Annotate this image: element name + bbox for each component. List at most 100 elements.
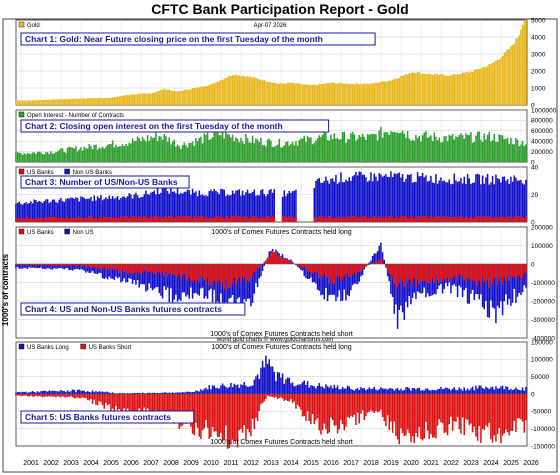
us-banks-net-bar xyxy=(148,264,151,272)
us-banks-net-bar xyxy=(86,264,89,267)
us-banks-long-bar xyxy=(346,385,349,394)
open-interest-bar xyxy=(198,137,201,162)
non-us-net-bar xyxy=(498,264,501,308)
price-bar xyxy=(55,99,57,105)
us-banks-long-bar xyxy=(170,393,172,394)
non-us-banks-bar xyxy=(80,196,82,222)
us-banks-bar xyxy=(513,216,516,222)
us-banks-long-bar xyxy=(233,383,236,394)
us-banks-short-bar xyxy=(158,394,161,412)
us-banks-bar xyxy=(398,217,401,222)
non-us-net-bar xyxy=(373,253,376,264)
us-banks-long-bar xyxy=(41,391,44,394)
non-us-net-bar xyxy=(391,264,394,297)
non-us-banks-bar xyxy=(333,181,336,222)
non-us-banks-bar xyxy=(508,183,511,222)
us-banks-long-bar xyxy=(485,386,487,394)
non-us-banks-bar xyxy=(386,176,389,222)
price-bar xyxy=(243,76,246,105)
us-banks-short-bar xyxy=(396,394,399,440)
open-interest-bar xyxy=(400,132,402,162)
legend-label: US Banks xyxy=(27,170,54,176)
us-banks-long-bar xyxy=(445,387,447,394)
us-banks-short-bar xyxy=(71,394,74,398)
us-banks-net-bar xyxy=(191,264,194,283)
us-banks-long-bar xyxy=(348,386,351,394)
open-interest-bar xyxy=(520,144,522,162)
us-banks-short-bar xyxy=(23,394,26,396)
chart-1-title: Chart 1: Gold: Near Future closing price… xyxy=(25,34,323,44)
non-us-banks-bar xyxy=(268,190,271,222)
us-banks-net-bar xyxy=(118,264,121,273)
us-banks-net-bar xyxy=(61,264,64,266)
us-banks-short-bar xyxy=(301,394,304,417)
open-interest-bar xyxy=(321,134,324,162)
open-interest-bar xyxy=(216,129,219,162)
non-us-net-bar xyxy=(243,264,246,300)
price-bar xyxy=(380,82,382,105)
non-us-banks-bar xyxy=(90,196,92,222)
open-interest-bar xyxy=(38,151,41,162)
price-bar xyxy=(525,19,527,105)
price-bar xyxy=(426,74,429,105)
us-banks-net-bar xyxy=(23,264,26,265)
us-banks-bar xyxy=(88,216,91,222)
us-banks-bar xyxy=(76,217,79,222)
us-banks-long-bar xyxy=(375,389,377,394)
caption-short: 1000's of Comex Futures Contracts held s… xyxy=(210,439,353,446)
us-banks-short-bar xyxy=(220,394,222,433)
us-banks-bar xyxy=(123,216,126,222)
open-interest-bar xyxy=(113,147,116,162)
us-banks-net-bar xyxy=(393,264,396,284)
us-banks-bar xyxy=(136,217,139,222)
us-banks-long-bar xyxy=(503,389,506,394)
non-us-net-bar xyxy=(238,264,241,298)
price-bar xyxy=(400,76,402,105)
open-interest-bar xyxy=(311,144,314,162)
us-banks-short-bar xyxy=(291,394,294,403)
non-us-banks-bar xyxy=(20,203,22,222)
price-bar xyxy=(356,83,359,105)
us-banks-bar xyxy=(220,216,222,222)
non-us-banks-bar xyxy=(55,202,57,222)
x-tick-label: 2014 xyxy=(283,460,299,467)
price-bar xyxy=(173,90,176,105)
price-bar xyxy=(303,84,306,105)
us-banks-long-bar xyxy=(385,388,387,394)
us-banks-long-bar xyxy=(423,390,426,394)
us-banks-short-bar xyxy=(421,394,424,441)
us-banks-long-bar xyxy=(518,390,521,394)
us-banks-short-bar xyxy=(38,394,41,397)
us-banks-long-bar xyxy=(463,387,466,394)
open-interest-bar xyxy=(310,137,312,162)
y-tick-label: 5000 xyxy=(531,17,546,24)
us-banks-bar xyxy=(151,217,154,222)
us-banks-long-bar xyxy=(125,393,127,394)
open-interest-bar xyxy=(243,144,246,162)
open-interest-bar xyxy=(450,135,452,162)
us-banks-long-bar xyxy=(18,391,21,394)
us-banks-bar xyxy=(200,215,202,222)
us-banks-long-bar xyxy=(261,360,264,394)
non-us-banks-bar xyxy=(486,173,489,222)
us-banks-short-bar xyxy=(505,394,507,430)
us-banks-bar xyxy=(35,218,37,222)
us-banks-bar xyxy=(138,215,141,222)
open-interest-bar xyxy=(393,131,396,162)
non-us-net-bar xyxy=(188,264,191,299)
non-us-banks-bar xyxy=(65,198,67,222)
us-banks-bar xyxy=(515,216,517,222)
open-interest-bar xyxy=(231,134,234,162)
price-bar xyxy=(171,91,174,105)
us-banks-net-bar xyxy=(80,264,82,266)
open-interest-bar xyxy=(176,144,179,162)
us-banks-net-bar xyxy=(110,264,112,269)
us-banks-short-bar xyxy=(345,394,347,427)
non-us-net-bar xyxy=(200,264,202,289)
open-interest-bar xyxy=(235,137,237,162)
open-interest-bar xyxy=(326,140,329,162)
price-bar xyxy=(226,77,229,105)
price-bar xyxy=(146,93,149,105)
price-bar xyxy=(78,98,81,105)
non-us-net-bar xyxy=(180,264,182,301)
